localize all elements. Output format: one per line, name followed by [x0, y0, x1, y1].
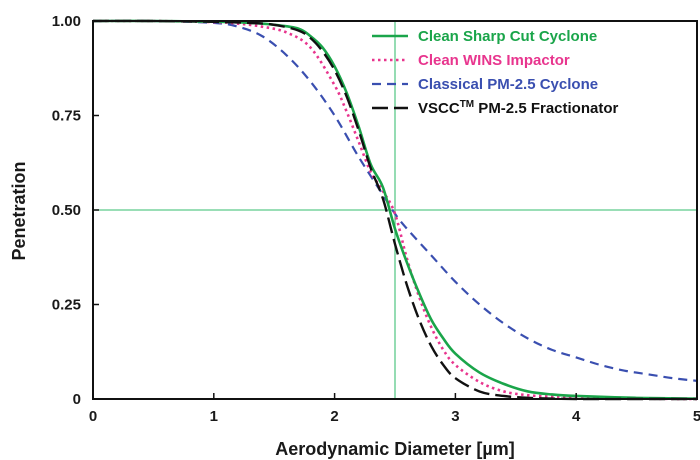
series-line-2 [92, 19, 698, 382]
legend-label-1: Clean WINS Impactor [418, 52, 570, 69]
series-line-3 [92, 19, 697, 401]
y-tick-label: 0.25 [52, 297, 81, 314]
axes: 0 1 2 3 4 5 0 0.25 0.50 0.75 1.00 [52, 13, 700, 425]
x-tick-label: 2 [330, 408, 338, 425]
x-tick-label: 1 [210, 408, 218, 425]
x-tick-label: 3 [451, 408, 459, 425]
y-tick-label: 0.75 [52, 108, 81, 125]
x-axis-title: Aerodynamic Diameter [µm] [275, 439, 514, 459]
legend-label-2: Classical PM-2.5 Cyclone [418, 76, 598, 93]
series-layer [92, 19, 698, 401]
series-line-1 [92, 19, 698, 401]
legend-label-3: VSCCTM PM-2.5 Fractionator [418, 99, 618, 117]
y-tick-label: 0 [73, 391, 81, 408]
y-axis-title: Penetration [9, 161, 29, 260]
x-tick-label: 4 [572, 408, 581, 425]
x-tick-label: 0 [89, 408, 97, 425]
legend-label-0: Clean Sharp Cut Cyclone [418, 28, 597, 45]
y-tick-label: 0.50 [52, 202, 81, 219]
legend: Clean Sharp Cut Cyclone Clean WINS Impact… [372, 28, 618, 117]
y-tick-label: 1.00 [52, 13, 81, 30]
x-tick-label: 5 [693, 408, 700, 425]
